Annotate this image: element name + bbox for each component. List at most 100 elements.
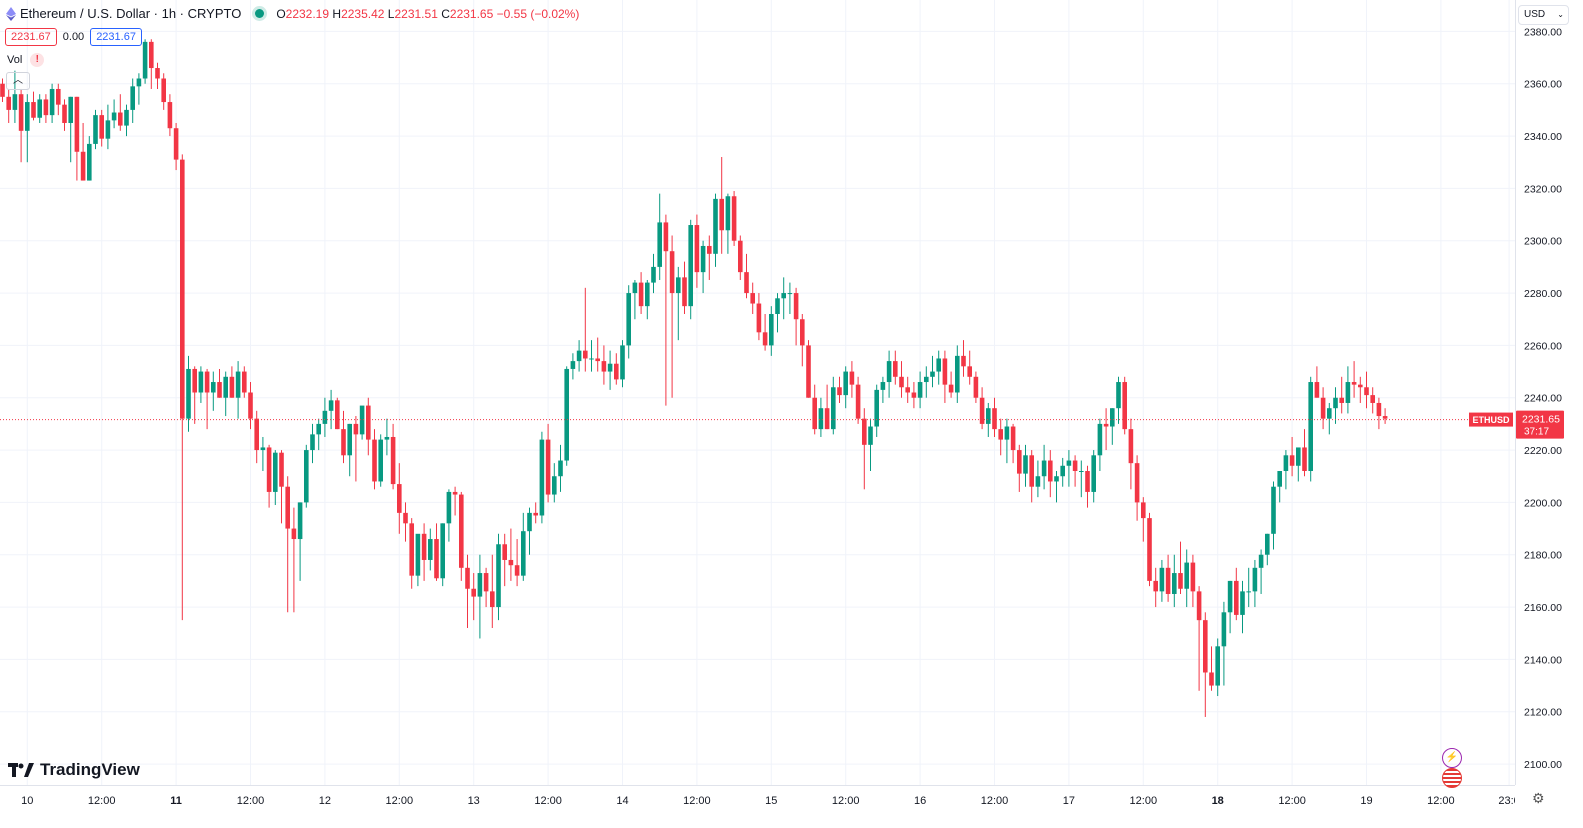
candle-body [924,376,929,383]
warning-icon[interactable]: ! [30,53,45,67]
candle-body [403,512,408,524]
candle-body [1382,416,1388,419]
volume-indicator-row: Vol ! [7,53,45,67]
candle-body [192,368,197,393]
candle-body [713,198,718,254]
candle-body [806,345,811,398]
candle-body [1283,455,1289,471]
volume-label[interactable]: Vol [7,54,23,66]
price-axis[interactable]: 2100.00 2120.00 2140.00 2160.00 2180.00 2200.… [1515,0,1583,785]
candle-body [700,245,706,273]
candle-body [1035,476,1041,487]
time-axis[interactable]: 10 12:00 11 12:00 12 12:00 13 12:00 14 12:00 15 12:… [0,785,1520,823]
candle-body [1376,402,1382,417]
candle-body [6,96,11,110]
collapse-legend-button[interactable]: ︿ [6,72,30,90]
candle-body [1041,460,1047,477]
lightning-event-icon[interactable]: ⚡ [1442,748,1462,768]
bid-ask-row: 2231.67 0.00 2231.67 [5,28,142,46]
candle-body [787,293,793,295]
candle-body [986,408,991,424]
candle-body [1184,562,1189,589]
candle-body [725,196,731,231]
candle-body [1072,460,1078,471]
candle-body [68,96,73,123]
candle-body [446,491,452,524]
candle-body [266,447,272,492]
candle-body [688,225,693,307]
spread-value: 0.00 [62,31,85,43]
candle-body [1060,465,1065,477]
candle-body [384,436,390,440]
time-tick-label: 16 [914,795,926,807]
candle-body [1141,502,1146,519]
time-tick-label: 12:00 [832,795,860,807]
sell-price-button[interactable]: 2231.67 [5,28,57,46]
candle-body [1227,580,1233,613]
candle-body [775,298,780,314]
tradingview-logo[interactable]: TradingView [8,760,140,780]
candle-body [626,293,631,346]
candle-body [322,410,328,424]
buy-price-button[interactable]: 2231.67 [90,28,142,46]
candle-body [1358,384,1363,388]
candle-body [669,251,675,294]
candle-body [440,523,445,579]
symbol-title[interactable]: Ethereum / U.S. Dollar · 1h · CRYPTO [20,6,242,21]
candle-body [1048,460,1053,482]
price-change: −0.55 (−0.02%) [496,6,580,21]
candle-body [533,512,538,516]
candle-body [762,332,768,346]
candle-body [297,502,303,540]
candle-body [291,528,297,540]
time-tick-label: 11 [170,795,182,807]
candle-body [539,439,545,516]
candle-body [235,371,241,398]
ethereum-icon [6,6,16,21]
chart-pane[interactable]: ETHUSD [0,0,1515,785]
candle-body [868,426,873,445]
candle-body [149,41,154,69]
price-tick-label: 2200.00 [1524,497,1562,509]
candle-body [1190,562,1196,592]
candle-body [657,222,662,267]
candle-body [74,96,80,152]
candle-body [409,523,414,576]
candle-body [632,282,638,294]
candle-body [880,382,886,390]
candle-body [793,293,799,320]
candle-body [936,358,941,372]
candle-body [744,272,749,294]
candle-body [552,476,557,495]
candle-body [304,450,309,503]
candle-body [1010,426,1016,451]
candle-body [1296,447,1301,466]
candle-body [651,266,656,283]
candle-body [341,429,346,456]
candlestick-chart[interactable]: ETHUSD [0,0,1515,785]
candle-body [812,397,817,430]
candle-body [1302,447,1307,471]
gear-icon[interactable]: ⚙ [1532,790,1545,806]
time-tick-label: 12:00 [88,795,116,807]
candle-body [1079,471,1084,472]
time-tick-label: 15 [765,795,777,807]
time-tick-label: 12:00 [683,795,711,807]
currency-select[interactable]: USD ⌄ [1518,5,1569,25]
candle-body [545,439,551,495]
candle-body [905,387,910,393]
candle-body [899,376,904,388]
us-flag-event-icon[interactable] [1442,768,1462,788]
candle-body [595,358,600,362]
candle-countdown: 37:17 [1524,427,1549,438]
candle-body [1091,455,1096,492]
candle-body [514,565,520,576]
candle-body [570,361,576,369]
candle-body [583,350,588,359]
candle-body [855,384,861,419]
candle-body [1320,397,1326,419]
candle-body [12,94,18,110]
candle-body [893,361,898,377]
candle-body [1221,612,1227,647]
candle-body [347,423,352,456]
